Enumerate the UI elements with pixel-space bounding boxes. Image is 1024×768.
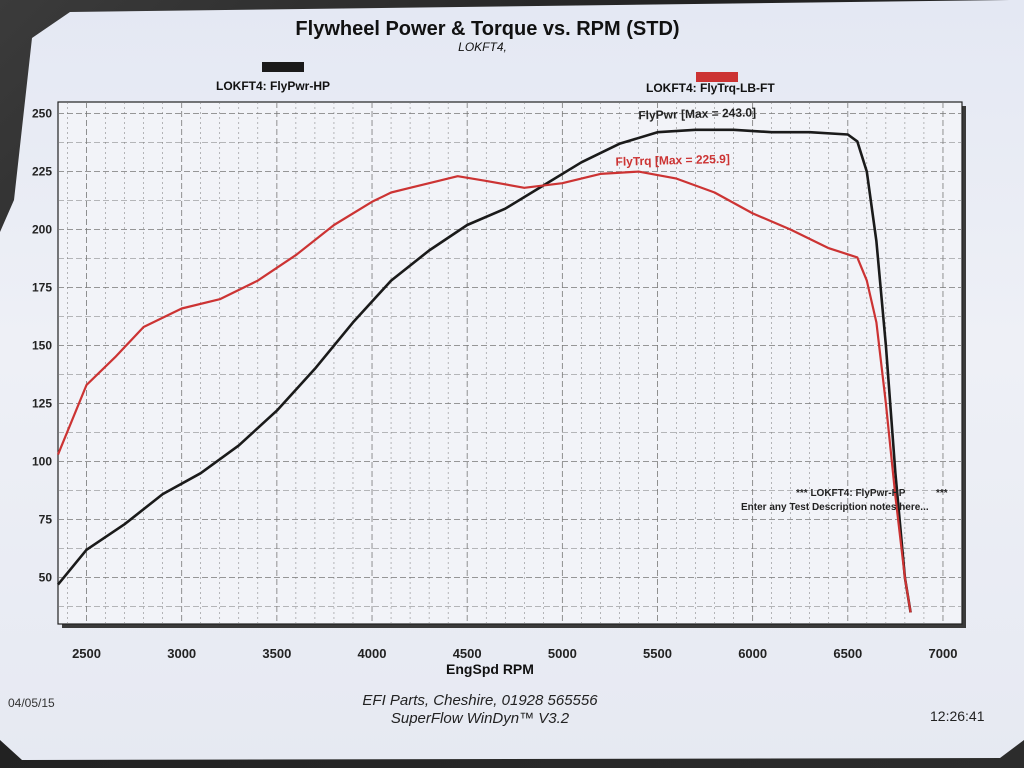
y-tick-label: 150 — [32, 339, 52, 353]
note-series-label: *** LOKFT4: FlyPwr-HP — [796, 488, 906, 499]
series-line-2 — [56, 170, 912, 613]
note-description: Enter any Test Description notes here... — [741, 502, 929, 513]
y-tick-label: 225 — [32, 165, 52, 179]
y-tick-label: 200 — [32, 223, 52, 237]
x-tick-label: 6000 — [738, 646, 767, 661]
y-tick-label: 75 — [39, 513, 53, 527]
x-tick-label: 5500 — [643, 646, 672, 661]
plot-area — [57, 101, 963, 625]
legend-swatch-2 — [696, 72, 738, 82]
legend-label-1: LOKFT4: FlyPwr-HP — [216, 79, 330, 93]
x-tick-label: 5000 — [548, 646, 577, 661]
y-tick-label: 100 — [32, 455, 52, 469]
print-time: 12:26:41 — [930, 708, 985, 724]
legend-label-2: LOKFT4: FlyTrq-LB-FT — [646, 81, 775, 95]
torque-max-annotation: FlyTrq [Max = 225.9] — [615, 152, 730, 169]
series-line-1 — [56, 128, 912, 613]
note-stars: *** — [936, 488, 948, 499]
print-date: 04/05/15 — [8, 696, 55, 710]
x-tick-label: 2500 — [72, 646, 101, 661]
chart-subtitle: LOKFT4, — [458, 40, 507, 54]
x-tick-label: 4000 — [358, 646, 387, 661]
x-tick-label: 3500 — [262, 646, 291, 661]
footer-software: SuperFlow WinDyn™ V3.2 — [390, 710, 570, 727]
power-max-annotation: FlyPwr [Max = 243.0] — [638, 105, 756, 122]
x-axis-label: EngSpd RPM — [446, 661, 534, 677]
x-tick-label: 7000 — [929, 646, 958, 661]
grid-lines — [58, 102, 962, 624]
x-tick-label: 6500 — [833, 646, 862, 661]
y-tick-label: 125 — [32, 397, 52, 411]
x-tick-label: 3000 — [167, 646, 196, 661]
legend-swatch-1 — [262, 62, 304, 72]
y-tick-label: 50 — [39, 571, 53, 585]
y-tick-label: 175 — [32, 281, 52, 295]
chart-title: Flywheel Power & Torque vs. RPM (STD) — [295, 18, 680, 40]
x-tick-label: 4500 — [453, 646, 482, 661]
y-tick-label: 250 — [32, 107, 52, 121]
footer-company: EFI Parts, Cheshire, 01928 565556 — [362, 692, 598, 709]
